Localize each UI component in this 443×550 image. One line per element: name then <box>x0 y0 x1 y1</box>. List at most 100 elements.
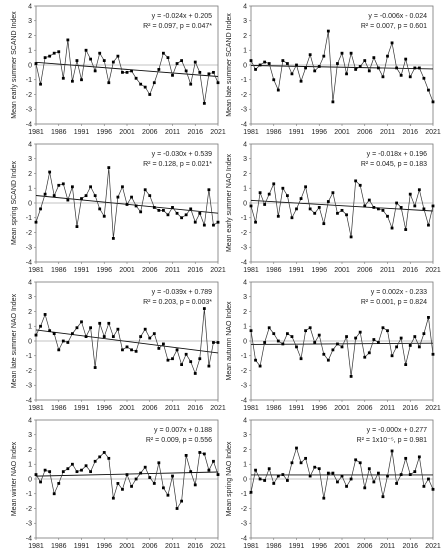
data-point <box>166 358 170 362</box>
regression-equation: y = -0.030x + 0.539 <box>152 151 212 158</box>
data-point <box>272 78 276 82</box>
y-tick-label: 4 <box>28 141 32 148</box>
data-point <box>166 213 170 217</box>
data-point <box>313 69 317 73</box>
y-tick-label: -2 <box>241 368 247 375</box>
data-point <box>372 206 376 209</box>
x-tick-label: 1991 <box>289 129 305 136</box>
data-point <box>308 53 312 57</box>
data-point <box>193 60 197 64</box>
x-tick-label: 1991 <box>289 267 305 274</box>
data-point <box>422 76 426 80</box>
data-point <box>102 335 106 338</box>
data-point <box>322 54 326 58</box>
regression-stats: R² = 0.203, p = 0.003* <box>143 299 212 306</box>
data-point <box>286 479 289 482</box>
x-tick-label: 1981 <box>28 405 44 412</box>
data-point <box>34 473 38 476</box>
x-tick-label: 2021 <box>210 543 226 550</box>
data-point <box>89 470 92 474</box>
regression-stats: R² = 0.045, p = 0.183 <box>361 161 427 168</box>
data-point <box>276 214 280 218</box>
data-point <box>272 332 276 336</box>
x-tick-label: 1991 <box>289 543 305 550</box>
data-point <box>395 66 398 70</box>
x-tick-label: 2021 <box>425 405 441 412</box>
data-point <box>171 474 174 478</box>
x-tick-label: 2006 <box>357 129 373 136</box>
y-tick-label: -3 <box>26 383 32 390</box>
data-point <box>171 206 174 209</box>
data-point <box>198 70 202 74</box>
y-tick-label: -4 <box>26 121 32 128</box>
data-point <box>422 207 426 211</box>
data-point <box>157 346 161 350</box>
data-point <box>295 207 298 211</box>
y-tick-label: 1 <box>243 48 247 55</box>
data-point <box>299 79 303 83</box>
data-point <box>413 470 417 474</box>
data-point <box>295 446 298 450</box>
data-point <box>281 342 285 346</box>
data-point <box>413 335 417 338</box>
y-tick-label: 3 <box>243 432 247 439</box>
data-point <box>349 235 353 239</box>
data-point <box>130 348 133 352</box>
y-axis-label: Mean late summer SCAND Index <box>226 13 233 117</box>
y-tick-label: -3 <box>26 245 32 252</box>
data-point <box>358 461 362 465</box>
data-point <box>71 79 74 83</box>
trend-line <box>35 61 219 77</box>
data-point <box>121 348 124 352</box>
x-tick-label: 2011 <box>165 405 180 412</box>
x-tick-label: 2016 <box>187 543 203 550</box>
data-point <box>75 470 79 474</box>
data-point <box>57 482 61 485</box>
data-point <box>427 223 430 227</box>
data-point <box>431 204 435 208</box>
data-point <box>34 333 38 337</box>
y-tick-label: -2 <box>26 506 32 513</box>
data-point <box>372 338 376 341</box>
data-point <box>386 214 389 218</box>
data-point <box>189 360 193 364</box>
data-point <box>212 223 215 227</box>
data-point <box>408 75 412 79</box>
data-point <box>75 225 79 228</box>
data-point <box>202 307 206 310</box>
data-point <box>80 468 83 472</box>
y-tick-label: 0 <box>28 200 32 207</box>
data-point <box>345 72 348 76</box>
data-point <box>340 51 344 55</box>
data-point <box>207 188 211 192</box>
data-point <box>367 69 371 73</box>
data-point <box>290 335 294 338</box>
data-point <box>152 332 156 336</box>
data-point <box>354 68 358 71</box>
data-point <box>84 335 88 338</box>
y-tick-label: -3 <box>241 521 247 528</box>
y-tick-label: 4 <box>243 141 247 148</box>
data-point <box>345 213 348 217</box>
data-point <box>48 329 52 333</box>
x-tick-label: 1996 <box>311 543 327 550</box>
y-tick-label: 2 <box>243 33 247 40</box>
data-point <box>340 208 344 212</box>
y-axis-label: Mean winter NAO Index <box>11 441 18 516</box>
x-tick-label: 1986 <box>266 543 282 550</box>
data-point <box>43 313 47 316</box>
x-tick-label: 2016 <box>402 267 418 274</box>
data-point <box>331 471 335 475</box>
data-point <box>43 468 47 472</box>
x-tick-label: 1996 <box>96 405 112 412</box>
data-point <box>125 203 129 206</box>
x-tick-label: 1981 <box>243 267 259 274</box>
data-point <box>258 63 262 67</box>
data-point <box>84 464 88 468</box>
data-point <box>386 474 389 478</box>
data-point <box>331 348 335 352</box>
data-point <box>52 492 56 496</box>
data-point <box>84 48 88 52</box>
